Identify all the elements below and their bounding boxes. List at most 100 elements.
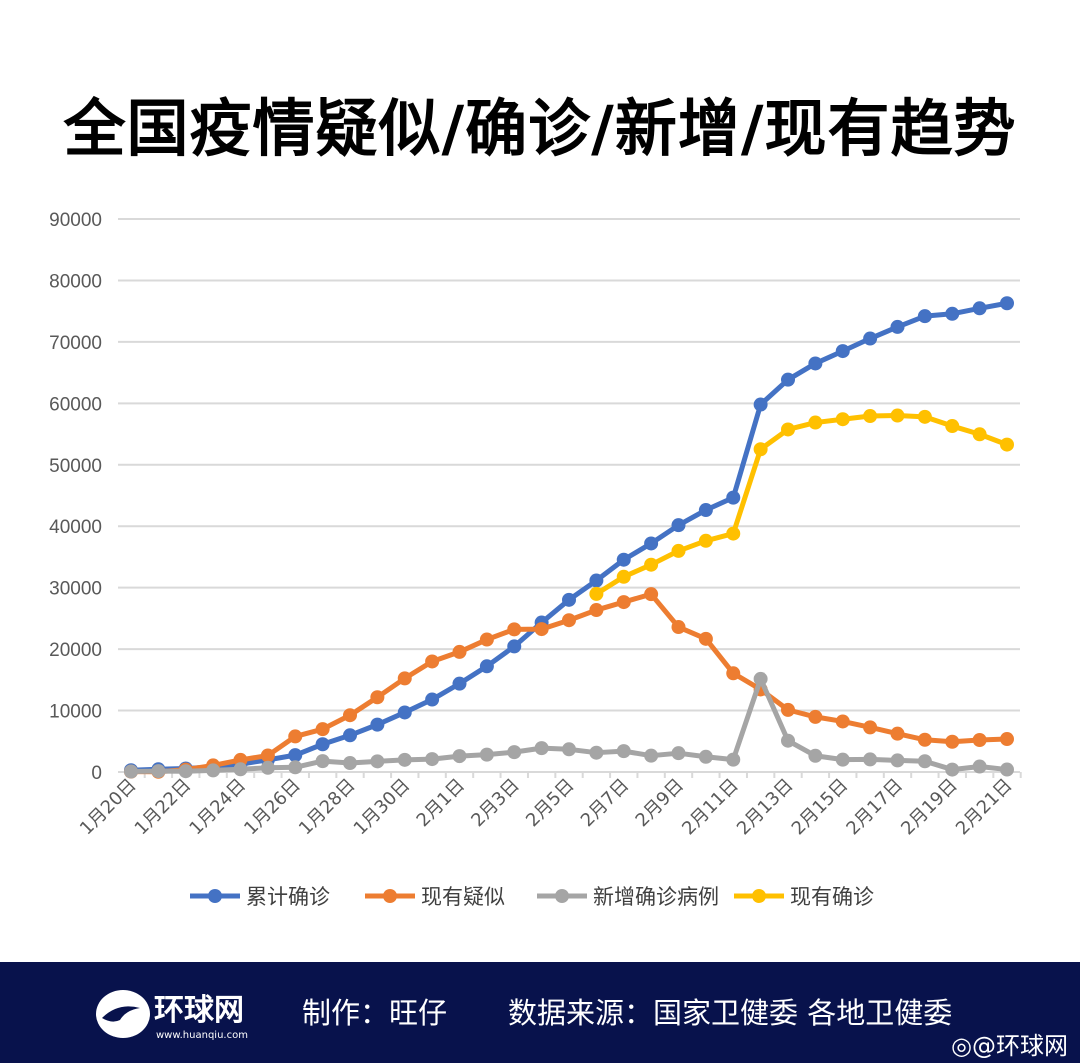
data-point [452, 749, 467, 764]
data-point [1000, 762, 1014, 777]
data-point [781, 702, 795, 717]
data-point [726, 526, 741, 541]
data-point [671, 543, 686, 558]
data-point [808, 709, 823, 724]
data-point [343, 728, 357, 743]
data-point [917, 409, 932, 424]
y-tick-label: 50000 [49, 456, 102, 477]
data-point [698, 749, 713, 764]
producer-credit: 制作：旺仔 [302, 996, 448, 1030]
data-point [945, 734, 960, 749]
data-point [726, 752, 741, 767]
data-point [616, 552, 631, 567]
data-point [370, 754, 385, 769]
data-point [425, 654, 440, 669]
weibo-handle: ◎@环球网 [951, 1026, 1068, 1061]
data-point [562, 592, 576, 607]
legend-marker [383, 889, 397, 903]
x-tick-label: 2月1日 [413, 775, 470, 832]
data-point [425, 752, 440, 767]
x-tick-label: 1月20日 [76, 775, 141, 840]
data-point [124, 764, 138, 779]
data-point [589, 745, 604, 760]
data-point [972, 427, 987, 442]
data-point [917, 754, 932, 769]
data-point [726, 666, 741, 681]
data-point [1000, 732, 1014, 747]
data-point [698, 533, 713, 548]
data-point [808, 356, 823, 371]
data-point [315, 737, 330, 752]
legend-marker [752, 889, 766, 903]
data-point [671, 518, 686, 533]
data-point [753, 671, 768, 686]
data-point [589, 586, 604, 601]
svg-text:www.huanqiu.com: www.huanqiu.com [156, 1030, 248, 1041]
data-point [206, 763, 221, 778]
y-tick-label: 20000 [49, 640, 102, 661]
data-point [781, 372, 795, 387]
page-title: 全国疫情疑似/确诊/新增/现有趋势 [63, 92, 1017, 165]
data-point [288, 760, 303, 775]
data-point [397, 752, 412, 767]
data-point [671, 746, 686, 761]
series-line [130, 300, 1008, 773]
x-tick-label: 2月15日 [788, 775, 853, 840]
data-point [753, 442, 768, 457]
data-point [917, 732, 932, 747]
legend-label: 累计确诊 [246, 885, 330, 909]
data-point [616, 595, 631, 610]
data-point [507, 639, 522, 654]
x-tick-label: 2月3日 [467, 775, 524, 832]
y-tick-label: 40000 [49, 517, 102, 538]
data-point [1000, 437, 1014, 452]
data-point [397, 671, 412, 686]
line-chart: 0 10000 20000 30000 40000 50000 60000 70000 8000… [49, 210, 1022, 909]
data-point [945, 306, 960, 321]
data-point [589, 573, 604, 588]
data-point [753, 397, 768, 412]
data-point [479, 747, 494, 762]
data-point [644, 536, 659, 551]
data-point [863, 720, 878, 735]
data-point [863, 331, 878, 346]
y-tick-label: 90000 [49, 210, 102, 231]
data-point [178, 764, 193, 779]
data-point [534, 622, 549, 637]
data-point [972, 759, 987, 774]
data-point [644, 557, 659, 572]
data-point [343, 756, 357, 771]
data-point [972, 733, 987, 748]
data-point [644, 748, 659, 763]
data-point [452, 676, 467, 691]
data-point [315, 754, 330, 769]
data-point [698, 631, 713, 646]
weibo-icon: ◎ [951, 1032, 972, 1060]
y-tick-label: 80000 [49, 271, 102, 292]
x-tick-label: 2月11日 [678, 775, 743, 840]
data-point [644, 587, 659, 602]
data-point [1000, 296, 1014, 311]
data-point [534, 741, 549, 756]
x-tick-label: 2月7日 [577, 775, 634, 832]
data-point [343, 708, 357, 723]
data-point [507, 622, 522, 637]
data-point [972, 301, 987, 316]
legend-marker [208, 889, 222, 903]
data-point [425, 692, 440, 707]
x-tick-label: 2月17日 [842, 775, 907, 840]
data-point [288, 748, 303, 763]
x-tick-label: 2月13日 [733, 775, 798, 840]
data-point [863, 409, 878, 424]
y-tick-label: 30000 [49, 579, 102, 600]
x-tick-label: 1月22日 [131, 775, 196, 840]
legend-label: 现有确诊 [790, 885, 874, 909]
legend-marker [555, 889, 569, 903]
data-point [890, 753, 905, 768]
data-point [835, 714, 850, 729]
data-point [562, 742, 576, 757]
y-tick-label: 60000 [49, 394, 102, 415]
data-point [781, 733, 795, 748]
x-tick-label: 2月5日 [522, 775, 579, 832]
data-point [233, 762, 248, 777]
